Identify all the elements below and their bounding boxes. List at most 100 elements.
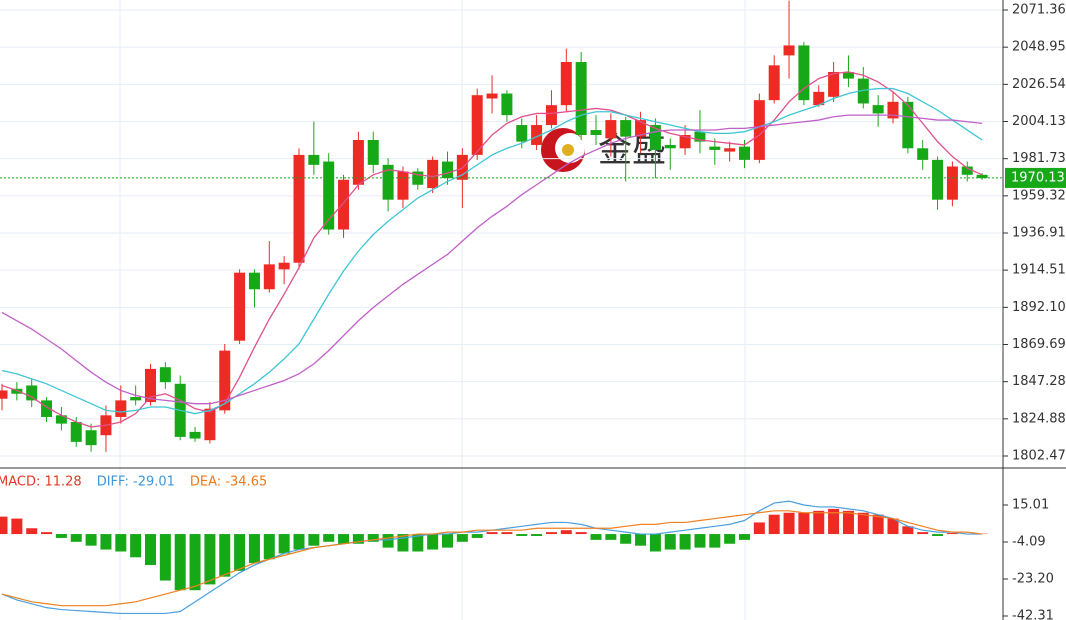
candle-body bbox=[145, 368, 156, 403]
macd-bar bbox=[174, 534, 186, 591]
macd-bar bbox=[902, 526, 914, 535]
candle-body bbox=[471, 95, 483, 155]
macd-bar bbox=[367, 534, 379, 542]
candle-body bbox=[219, 350, 231, 411]
macd-bar bbox=[798, 512, 810, 535]
candle-body bbox=[649, 125, 661, 150]
candle-body bbox=[679, 134, 691, 149]
candle-body bbox=[0, 390, 8, 399]
macd-line bbox=[1, 510, 983, 607]
candle-body bbox=[248, 272, 260, 290]
macd-bar bbox=[501, 532, 513, 535]
candle-body bbox=[338, 179, 350, 230]
macd-bar bbox=[70, 534, 82, 542]
macd-bar bbox=[605, 534, 617, 540]
macd-bar bbox=[887, 518, 899, 535]
candle-body bbox=[41, 400, 53, 417]
candle-body bbox=[664, 144, 676, 149]
macd-bar bbox=[664, 534, 676, 550]
ma-line bbox=[1, 114, 983, 405]
y-tick-label: 1936.91 bbox=[1012, 226, 1066, 241]
macd-bar bbox=[115, 534, 127, 552]
candle-body bbox=[590, 130, 602, 135]
macd-bar bbox=[11, 518, 23, 535]
y-tick-label: 1981.73 bbox=[1012, 151, 1066, 166]
candle-body bbox=[397, 171, 409, 200]
macd-bar bbox=[635, 534, 647, 546]
candle-body bbox=[753, 100, 765, 160]
ma-line bbox=[1, 71, 983, 428]
y-tick-label: 1802.47 bbox=[1012, 449, 1066, 464]
candle-body bbox=[768, 65, 780, 101]
candle-body bbox=[352, 139, 364, 185]
candle-body bbox=[234, 272, 246, 341]
macd-bar bbox=[159, 534, 171, 581]
y-tick-label: 1869.69 bbox=[1012, 337, 1066, 352]
macd-bar bbox=[620, 534, 632, 544]
macd-bar bbox=[516, 534, 528, 536]
candle-body bbox=[739, 146, 750, 160]
y-tick-label: 2071.36 bbox=[1012, 3, 1066, 18]
candle-body bbox=[130, 397, 142, 401]
legend-entry: DEA: -34.65 bbox=[190, 475, 267, 490]
candle-body bbox=[605, 120, 617, 139]
y-tick-label: 1914.51 bbox=[1012, 263, 1066, 278]
candle-body bbox=[516, 125, 528, 142]
last-price-label: 1970.13 bbox=[1011, 170, 1065, 185]
macd-bar bbox=[397, 534, 409, 552]
macd-bar bbox=[293, 534, 305, 550]
macd-bar bbox=[932, 534, 944, 536]
candle-body bbox=[575, 62, 587, 135]
y-tick-label: 2048.95 bbox=[1012, 40, 1066, 55]
macd-bar bbox=[382, 534, 394, 548]
macd-bar bbox=[471, 534, 483, 538]
candle-body bbox=[189, 431, 201, 439]
macd-bar bbox=[575, 532, 587, 535]
macd-bar bbox=[55, 534, 67, 538]
candle-body bbox=[531, 125, 543, 145]
macd-bar bbox=[531, 534, 543, 536]
macd-bar bbox=[323, 534, 335, 542]
candle-body bbox=[724, 148, 736, 152]
macd-bar bbox=[204, 534, 216, 585]
candle-body bbox=[961, 166, 973, 175]
macd-bar bbox=[278, 534, 290, 554]
candle-body bbox=[308, 154, 320, 165]
candle-body bbox=[26, 385, 38, 401]
candle-body bbox=[560, 62, 572, 106]
macd-bar bbox=[917, 532, 929, 535]
candle-body bbox=[545, 105, 557, 126]
y-tick-label: 1847.28 bbox=[1012, 374, 1066, 389]
logo bbox=[541, 128, 585, 172]
legend-entry: DIFF: -29.01 bbox=[97, 475, 175, 490]
macd-bar bbox=[783, 512, 795, 535]
candle-body bbox=[813, 91, 825, 106]
candle-body bbox=[382, 164, 394, 200]
y-tick-label: 2004.13 bbox=[1012, 114, 1066, 129]
y-tick-label: 15.01 bbox=[1012, 497, 1049, 512]
candle-body bbox=[278, 262, 290, 270]
candle-body bbox=[159, 367, 171, 383]
candle-body bbox=[887, 101, 899, 119]
macd-bar bbox=[219, 534, 231, 577]
candle-body bbox=[917, 148, 929, 160]
macd-bar bbox=[739, 534, 750, 540]
macd-bar bbox=[842, 510, 854, 535]
macd-bar bbox=[946, 533, 958, 535]
candle-body bbox=[828, 71, 840, 97]
candle-body bbox=[872, 105, 884, 114]
macd-bar bbox=[813, 510, 825, 535]
macd-bar bbox=[263, 534, 275, 560]
candle-body bbox=[694, 131, 706, 142]
candle-body bbox=[842, 71, 854, 79]
macd-bar bbox=[130, 534, 142, 558]
candle-body bbox=[263, 264, 275, 290]
macd-bar bbox=[560, 530, 572, 535]
candle-body bbox=[902, 101, 914, 149]
candle-body bbox=[293, 154, 305, 263]
ma-line bbox=[1, 87, 983, 415]
y-tick-label: -4.09 bbox=[1012, 534, 1046, 549]
last-price-box bbox=[1005, 167, 1066, 188]
macd-bar bbox=[679, 534, 691, 550]
